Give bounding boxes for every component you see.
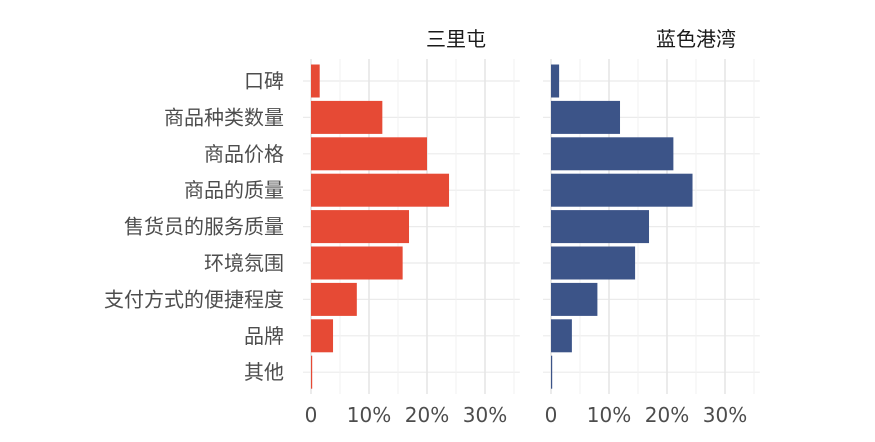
bar — [311, 210, 410, 244]
bar — [551, 100, 621, 134]
category-label: 口碑 — [244, 69, 284, 93]
bar — [551, 173, 693, 207]
category-label: 商品的质量 — [184, 178, 284, 202]
category-label: 品牌 — [244, 324, 284, 348]
x-tick-label: 0 — [545, 403, 558, 427]
bar — [311, 355, 313, 389]
bar — [311, 246, 403, 280]
x-tick-label: 30% — [703, 403, 747, 427]
category-label: 其他 — [244, 360, 284, 384]
x-tick-label: 10% — [587, 403, 631, 427]
x-tick-label: 30% — [463, 403, 507, 427]
facet-title: 三里屯 — [426, 27, 486, 51]
bar — [551, 319, 572, 353]
bar-layer — [311, 64, 693, 389]
x-tick-label: 20% — [645, 403, 689, 427]
x-tick-label: 0 — [305, 403, 318, 427]
x-tick-label: 10% — [347, 403, 391, 427]
bar — [551, 355, 553, 389]
x-tick-label: 20% — [405, 403, 449, 427]
label-layer: 0 10% 20% 30% 三里屯 0 10% 20% 30% 蓝色港湾口碑商品种类数量商品价格商… — [104, 27, 747, 427]
bar — [551, 137, 674, 171]
facet-title: 蓝色港湾 — [656, 27, 736, 51]
bar — [551, 210, 650, 244]
bar — [311, 282, 357, 316]
bar — [311, 64, 320, 98]
bar — [551, 246, 636, 280]
category-label: 商品价格 — [204, 142, 284, 166]
bar — [311, 173, 450, 207]
bar — [551, 64, 560, 98]
bar — [311, 137, 427, 171]
bar — [311, 100, 383, 134]
category-label: 售货员的服务质量 — [124, 215, 284, 239]
bar — [551, 282, 598, 316]
category-label: 环境氛围 — [204, 251, 284, 275]
category-label: 商品种类数量 — [164, 105, 284, 129]
category-label: 支付方式的便捷程度 — [104, 287, 284, 311]
bar — [311, 319, 334, 353]
